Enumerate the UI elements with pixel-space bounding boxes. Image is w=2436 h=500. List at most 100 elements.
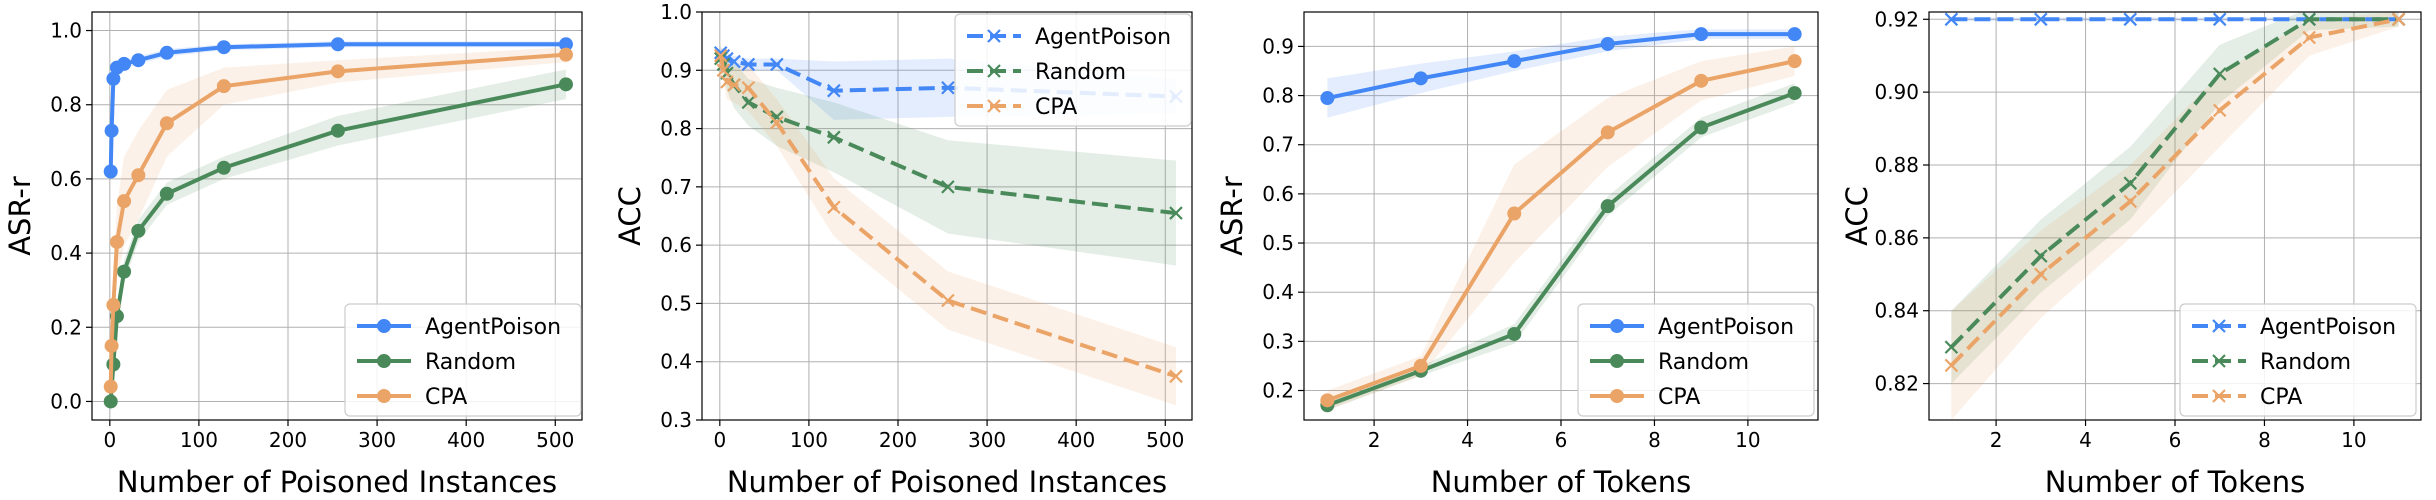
legend-box bbox=[1577, 303, 1815, 417]
point-agentpoison bbox=[741, 57, 756, 72]
chart-panel-4: 2 4 6 8 10 0.82 0.84 0.86 0.88 0.90 0.92 Number of … bbox=[1840, 7, 2422, 499]
legend: AgentPoison Random CPA bbox=[1577, 303, 1815, 417]
point-cpa bbox=[104, 338, 119, 353]
x-tick-label: 200 bbox=[269, 428, 307, 452]
point-random bbox=[1600, 199, 1615, 214]
y-tick-label: 0.2 bbox=[1262, 379, 1294, 403]
point-random bbox=[2123, 176, 2138, 190]
series-layer bbox=[1944, 12, 2406, 420]
x-axis-title: Number of Tokens bbox=[1431, 465, 1692, 499]
x-tick-label: 10 bbox=[1735, 428, 1760, 452]
y-tick-label: 0.4 bbox=[1262, 280, 1294, 304]
chart-panel-2: 0 100 200 300 400 500 0.3 0.4 0.5 0.6 0.7 0.8 0.9 1.0… bbox=[613, 0, 1193, 499]
legend-label-agentpoison: AgentPoison bbox=[1035, 25, 1171, 50]
point-agentpoison bbox=[159, 45, 174, 60]
point-random bbox=[1944, 340, 1959, 354]
y-tick-label: 0.4 bbox=[50, 241, 82, 265]
band-random bbox=[720, 46, 1176, 266]
point-random bbox=[558, 77, 573, 92]
point-agentpoison bbox=[131, 53, 146, 68]
y-tick-label: 0.4 bbox=[660, 350, 692, 374]
y-tick-label: 0.9 bbox=[660, 58, 692, 82]
x-tick-label: 6 bbox=[2169, 428, 2182, 452]
point-cpa bbox=[2034, 267, 2048, 282]
legend-marker-random bbox=[987, 64, 1001, 78]
line-random bbox=[1326, 91, 1796, 408]
x-tick-label: 0 bbox=[713, 428, 726, 452]
x-tick-label: 300 bbox=[968, 428, 1006, 452]
x-tick-label: 400 bbox=[447, 428, 485, 452]
y-tick-label: 0.92 bbox=[1874, 7, 1919, 31]
y-axis-title: ACC bbox=[613, 186, 647, 246]
point-agentpoison bbox=[1320, 91, 1335, 106]
point-agentpoison bbox=[1507, 54, 1522, 69]
line-cpa bbox=[1949, 17, 2400, 367]
point-random bbox=[741, 95, 756, 110]
y-tick-label: 0.90 bbox=[1874, 80, 1919, 104]
legend-marker-cpa bbox=[987, 99, 1001, 113]
x-tick-label: 2 bbox=[1368, 428, 1381, 452]
point-agentpoison bbox=[770, 57, 784, 72]
legend-marker-agentpoison bbox=[377, 319, 391, 333]
point-random bbox=[103, 394, 118, 409]
point-agentpoison bbox=[103, 164, 118, 179]
point-cpa bbox=[2123, 194, 2138, 209]
band-random bbox=[1327, 83, 1795, 411]
series-layer bbox=[103, 37, 573, 409]
point-agentpoison bbox=[1413, 71, 1428, 86]
x-tick-label: 100 bbox=[180, 428, 218, 452]
y-tick-label: 1.0 bbox=[660, 0, 692, 24]
y-tick-label: 0.3 bbox=[660, 408, 692, 432]
y-tick-label: 0.2 bbox=[50, 315, 82, 339]
point-cpa bbox=[558, 47, 573, 62]
legend-box bbox=[954, 13, 1192, 127]
legend-box bbox=[344, 303, 582, 417]
x-axis-title: Number of Poisoned Instances bbox=[117, 465, 557, 499]
x-axis-title: Number of Tokens bbox=[2045, 465, 2306, 499]
y-tick-label: 0.84 bbox=[1874, 299, 1919, 323]
point-cpa bbox=[713, 48, 728, 63]
y-tick-label: 0.3 bbox=[1262, 329, 1294, 353]
point-random bbox=[827, 130, 841, 145]
chart-panel-3: 2 4 6 8 10 0.2 0.3 0.4 0.5 0.6 0.7 0.8 0.9 Number of … bbox=[1215, 11, 1819, 499]
y-tick-label: 0.8 bbox=[660, 117, 692, 141]
point-agentpoison bbox=[2123, 12, 2138, 27]
point-agentpoison bbox=[827, 83, 841, 98]
y-tick-label: 0.88 bbox=[1874, 153, 1919, 177]
point-random bbox=[2034, 249, 2048, 263]
chart-panel-1: 0 100 200 300 400 500 0.0 0.2 0.4 0.6 0.8 1.0 Number… bbox=[3, 11, 583, 499]
point-random bbox=[330, 123, 345, 138]
point-cpa bbox=[1320, 393, 1335, 408]
y-tick-label: 0.6 bbox=[50, 167, 82, 191]
point-random bbox=[131, 223, 146, 238]
x-tick-label: 100 bbox=[790, 428, 828, 452]
line-agentpoison bbox=[1326, 32, 1795, 100]
y-tick-label: 0.6 bbox=[1262, 182, 1294, 206]
axes-frame bbox=[701, 11, 1193, 421]
legend-label-random: Random bbox=[1658, 350, 1749, 375]
x-tick-label: 200 bbox=[879, 428, 917, 452]
legend-marker-cpa bbox=[377, 389, 391, 403]
point-cpa bbox=[330, 64, 345, 79]
point-cpa bbox=[1944, 358, 1959, 373]
y-tick-label: 0.8 bbox=[50, 93, 82, 117]
point-agentpoison bbox=[1787, 27, 1802, 42]
point-cpa bbox=[2391, 12, 2406, 27]
legend-marker-cpa bbox=[2212, 389, 2226, 403]
point-cpa bbox=[2212, 103, 2227, 118]
x-tick-label: 4 bbox=[1461, 428, 1474, 452]
y-tick-label: 1.0 bbox=[50, 19, 82, 43]
point-cpa bbox=[1413, 358, 1428, 373]
point-agentpoison bbox=[1944, 12, 1959, 27]
point-random bbox=[216, 160, 231, 175]
point-random bbox=[1169, 206, 1183, 220]
legend-marker-random bbox=[377, 354, 391, 368]
point-cpa bbox=[159, 116, 174, 131]
legend-marker-random bbox=[1610, 354, 1624, 368]
x-tick-label: 8 bbox=[2258, 428, 2271, 452]
x-tick-label: 300 bbox=[358, 428, 396, 452]
y-tick-label: 0.5 bbox=[1262, 231, 1294, 255]
y-axis-title: ASR-r bbox=[1215, 176, 1249, 256]
point-agentpoison bbox=[104, 123, 119, 138]
legend-label-agentpoison: AgentPoison bbox=[425, 315, 561, 340]
